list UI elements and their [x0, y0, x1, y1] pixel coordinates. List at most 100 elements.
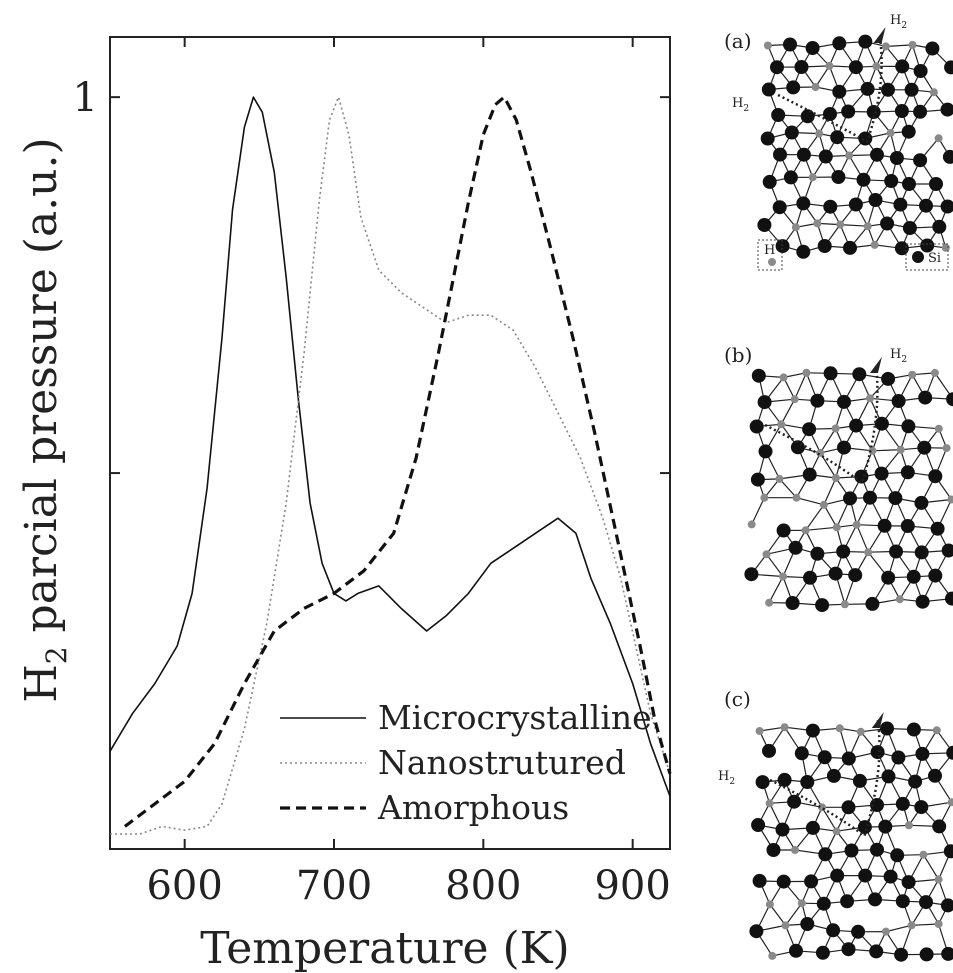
- panel-a-schematic: (a) H2 H2 H Si: [724, 13, 953, 271]
- silicon-atom: [788, 540, 803, 555]
- hydrogen-atom: [765, 900, 774, 909]
- silicon-atom: [758, 444, 773, 459]
- silicon-atom: [800, 917, 815, 931]
- silicon-atom: [849, 418, 864, 433]
- silicon-atom: [841, 942, 856, 957]
- x-tick-label-700: 700: [296, 863, 372, 909]
- silicon-atom: [786, 80, 801, 95]
- hydrogen-atom: [765, 598, 774, 607]
- bond: [796, 497, 825, 506]
- silicon-atom: [941, 946, 953, 961]
- hydrogen-atom: [929, 88, 938, 97]
- x-tick-label-600: 600: [146, 863, 222, 909]
- silicon-atom: [836, 544, 851, 559]
- bond: [872, 449, 901, 452]
- silicon-atom: [826, 768, 841, 783]
- panel-a-h-legend-atom: [768, 258, 776, 266]
- x-axis-ticks: 600 700 800 900: [146, 37, 671, 909]
- silicon-atom: [895, 59, 910, 74]
- bond: [763, 478, 780, 499]
- h2-arrow-icon: [871, 712, 884, 728]
- hydrogen-atom: [815, 129, 824, 138]
- silicon-atom: [932, 819, 947, 834]
- silicon-atom: [852, 367, 867, 382]
- silicon-atom: [901, 419, 916, 434]
- silicon-atom: [919, 895, 933, 910]
- silicon-atom: [750, 472, 765, 487]
- silicon-atom: [848, 197, 863, 212]
- silicon-atom: [772, 200, 787, 215]
- hydrogen-atom: [791, 846, 799, 854]
- panel-a-si-legend-atom: [912, 251, 924, 263]
- silicon-atom: [848, 60, 863, 75]
- x-axis-label: Temperature (K): [200, 923, 569, 973]
- silicon-atom: [894, 104, 909, 118]
- hydrogen-atom: [932, 726, 941, 735]
- bond: [769, 904, 786, 926]
- silicon-atom: [810, 393, 825, 408]
- silicon-atom: [751, 818, 766, 832]
- panel-b-h2-top: H2: [890, 347, 907, 365]
- silicon-atom: [946, 392, 953, 407]
- silicon-atom: [804, 874, 819, 889]
- hydrogen-atom: [856, 727, 865, 736]
- hydrogen-atom: [768, 951, 777, 960]
- silicon-atom: [914, 800, 929, 815]
- hydrogen-atom: [840, 600, 849, 609]
- hydrogen-atom: [868, 446, 877, 455]
- silicon-atom: [817, 750, 832, 765]
- hydrogen-atom: [908, 370, 917, 379]
- hydrogen-atom: [835, 724, 844, 733]
- hydrogen-atom: [908, 40, 917, 49]
- silicon-atom: [868, 193, 883, 207]
- bond: [780, 398, 796, 425]
- silicon-atom: [843, 491, 857, 506]
- series-line-microcrystalline: [109, 96, 671, 797]
- hydrogen-atom: [790, 395, 799, 404]
- silicon-atom: [837, 394, 851, 409]
- silicon-atom: [915, 746, 930, 761]
- h2-escape-path: [769, 719, 881, 838]
- panel-a-si-legend-label: Si: [928, 251, 941, 266]
- silicon-atom: [787, 794, 802, 809]
- silicon-atom: [796, 196, 811, 211]
- silicon-atom: [902, 177, 916, 191]
- silicon-atom: [865, 596, 880, 611]
- hydrogen-atom: [813, 219, 822, 228]
- bond: [785, 902, 803, 926]
- bond: [922, 854, 940, 880]
- panel-c-network: [749, 712, 953, 962]
- hydrogen-atom: [881, 42, 890, 51]
- hydrogen-atom: [777, 420, 786, 429]
- silicon-atom: [773, 147, 787, 162]
- hydrogen-atom: [775, 474, 784, 483]
- hydrogen-atom: [792, 493, 801, 502]
- silicon-atom: [751, 368, 766, 383]
- silicon-atom: [841, 751, 856, 766]
- hydrogen-atom: [930, 368, 939, 377]
- hydrogen-atom: [947, 798, 953, 807]
- bond: [911, 923, 939, 926]
- hydrogen-atom: [832, 827, 841, 836]
- silicon-atom: [914, 495, 929, 510]
- silicon-atom: [794, 746, 809, 761]
- silicon-atom: [830, 868, 845, 883]
- legend: Microcrystalline Nanostrutured Amorphous: [280, 698, 652, 827]
- hydrogen-atom: [831, 474, 840, 482]
- silicon-atom: [805, 820, 820, 835]
- hydrogen-atom: [797, 899, 806, 908]
- hydrogen-atom: [765, 799, 774, 808]
- silicon-atom: [913, 104, 928, 119]
- silicon-atom: [762, 174, 777, 189]
- silicon-atom: [800, 775, 815, 789]
- hydrogen-atom: [934, 875, 943, 884]
- silicon-atom: [760, 131, 775, 146]
- silicon-atom: [858, 34, 873, 49]
- panel-a-network: [757, 27, 953, 259]
- silicon-atom: [796, 244, 811, 259]
- silicon-atom: [851, 924, 866, 939]
- hydrogen-atom: [886, 128, 895, 137]
- h2-escape-path: [777, 34, 883, 144]
- panel-a-h-legend-box: [757, 239, 783, 271]
- silicon-atom: [823, 107, 837, 121]
